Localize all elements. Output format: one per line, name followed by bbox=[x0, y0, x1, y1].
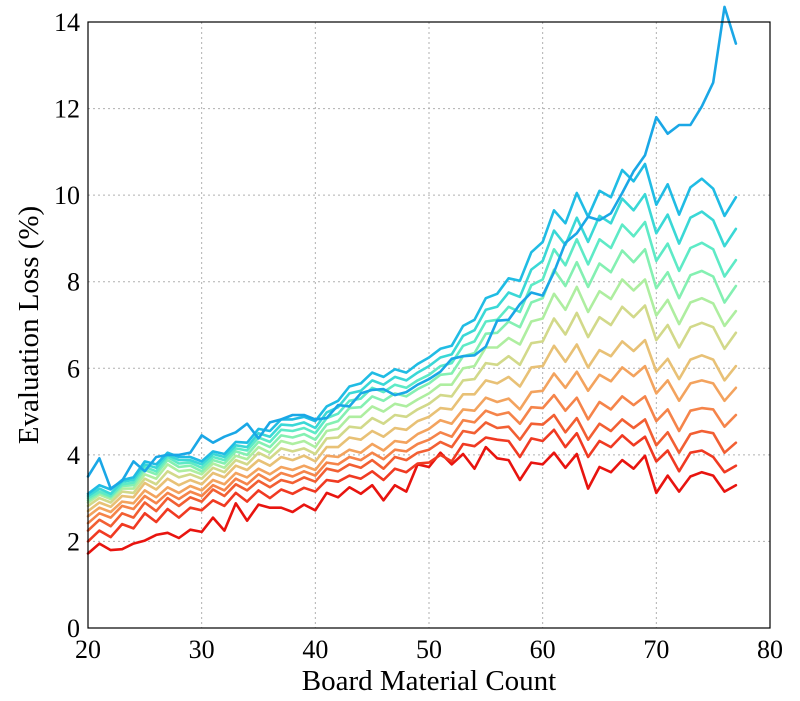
tick-labels: 20 30 40 50 60 70 80 0 2 4 6 8 10 12 14 bbox=[54, 8, 783, 664]
series-line bbox=[86, 338, 738, 513]
y-tick-label: 8 bbox=[67, 268, 80, 297]
series-line bbox=[86, 193, 738, 498]
series-line bbox=[86, 162, 738, 496]
x-tick-label: 60 bbox=[530, 635, 556, 664]
x-tick-label: 50 bbox=[416, 635, 442, 664]
series-line bbox=[86, 304, 738, 508]
y-tick-label: 0 bbox=[67, 614, 80, 643]
x-tick-label: 70 bbox=[643, 635, 669, 664]
x-axis-label: Board Material Count bbox=[302, 665, 557, 697]
y-tick-label: 4 bbox=[67, 441, 80, 470]
series-line bbox=[86, 428, 738, 543]
x-tick-label: 30 bbox=[189, 635, 215, 664]
x-tick-label: 40 bbox=[302, 635, 328, 664]
y-tick-label: 6 bbox=[67, 354, 80, 383]
series-line bbox=[86, 5, 738, 490]
plot-frame bbox=[87, 21, 771, 629]
y-tick-label: 10 bbox=[54, 181, 80, 210]
series-line bbox=[86, 248, 738, 502]
y-axis-label: Evaluation Loss (%) bbox=[13, 206, 45, 444]
series-line bbox=[86, 278, 738, 504]
y-tick-label: 12 bbox=[54, 95, 80, 124]
series-line bbox=[86, 220, 738, 500]
grid-lines bbox=[88, 22, 770, 628]
series-line bbox=[86, 364, 738, 518]
series-line bbox=[86, 445, 738, 555]
y-tick-label: 14 bbox=[54, 8, 80, 37]
x-tick-label: 20 bbox=[75, 635, 101, 664]
y-tick-label: 2 bbox=[67, 527, 80, 556]
series-line bbox=[86, 393, 738, 525]
x-tick-label: 80 bbox=[757, 635, 783, 664]
series-line bbox=[86, 413, 738, 532]
series-lines bbox=[86, 5, 738, 555]
